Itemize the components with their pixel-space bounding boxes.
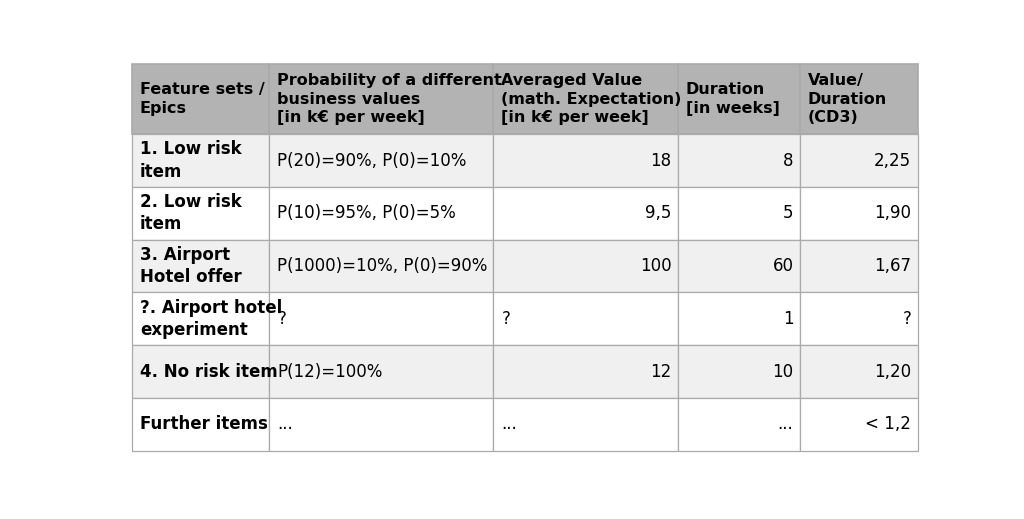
Bar — [132, 293, 269, 345]
Text: ...: ... — [502, 415, 517, 433]
Text: 4. No risk item: 4. No risk item — [140, 363, 278, 380]
Bar — [494, 64, 678, 134]
Text: 1: 1 — [782, 310, 794, 328]
Bar — [678, 187, 800, 240]
Bar — [800, 240, 918, 293]
Text: ...: ... — [278, 415, 293, 433]
Bar — [678, 345, 800, 398]
Text: 5: 5 — [783, 204, 794, 222]
Bar — [269, 293, 494, 345]
Text: 12: 12 — [650, 363, 672, 380]
Text: P(20)=90%, P(0)=10%: P(20)=90%, P(0)=10% — [278, 152, 467, 170]
Bar — [269, 64, 494, 134]
Bar — [494, 345, 678, 398]
Text: P(12)=100%: P(12)=100% — [278, 363, 383, 380]
Bar — [132, 345, 269, 398]
Bar — [800, 134, 918, 187]
Bar — [269, 240, 494, 293]
Bar — [678, 398, 800, 450]
Text: 8: 8 — [783, 152, 794, 170]
Bar — [132, 187, 269, 240]
Text: ?: ? — [278, 310, 287, 328]
Text: Duration
[in weeks]: Duration [in weeks] — [686, 83, 780, 116]
Bar — [494, 398, 678, 450]
Text: P(1000)=10%, P(0)=90%: P(1000)=10%, P(0)=90% — [278, 257, 487, 275]
Text: 1. Low risk
item: 1. Low risk item — [140, 141, 242, 181]
Text: Feature sets /
Epics: Feature sets / Epics — [140, 83, 264, 116]
Text: ?: ? — [502, 310, 510, 328]
Bar — [678, 134, 800, 187]
Text: 18: 18 — [650, 152, 672, 170]
Text: 100: 100 — [640, 257, 672, 275]
Bar — [132, 398, 269, 450]
Bar — [494, 240, 678, 293]
Text: 2,25: 2,25 — [874, 152, 911, 170]
Bar — [269, 187, 494, 240]
Text: 3. Airport
Hotel offer: 3. Airport Hotel offer — [140, 246, 242, 286]
Bar — [800, 345, 918, 398]
Text: 2. Low risk
item: 2. Low risk item — [140, 193, 242, 234]
Bar — [800, 293, 918, 345]
Text: 1,20: 1,20 — [874, 363, 911, 380]
Text: 10: 10 — [772, 363, 794, 380]
Text: Further items: Further items — [140, 415, 268, 433]
Bar — [269, 134, 494, 187]
Text: 9,5: 9,5 — [645, 204, 672, 222]
Text: 1,67: 1,67 — [874, 257, 911, 275]
Text: < 1,2: < 1,2 — [865, 415, 911, 433]
Bar — [494, 293, 678, 345]
Text: 60: 60 — [772, 257, 794, 275]
Bar — [678, 64, 800, 134]
Bar — [494, 187, 678, 240]
Text: ...: ... — [777, 415, 794, 433]
Bar — [800, 187, 918, 240]
Bar — [132, 240, 269, 293]
Bar — [800, 64, 918, 134]
Bar — [132, 134, 269, 187]
Text: ?: ? — [902, 310, 911, 328]
Text: Value/
Duration
(CD3): Value/ Duration (CD3) — [808, 73, 887, 126]
Bar — [678, 293, 800, 345]
Bar — [678, 240, 800, 293]
Text: 1,90: 1,90 — [874, 204, 911, 222]
Text: ?. Airport hotel
experiment: ?. Airport hotel experiment — [140, 299, 283, 339]
Text: Averaged Value
(math. Expectation)
[in k€ per week]: Averaged Value (math. Expectation) [in k… — [502, 73, 682, 126]
Bar — [800, 398, 918, 450]
Bar — [269, 398, 494, 450]
Text: P(10)=95%, P(0)=5%: P(10)=95%, P(0)=5% — [278, 204, 456, 222]
Bar — [494, 134, 678, 187]
Text: Probability of a different
business values
[in k€ per week]: Probability of a different business valu… — [278, 73, 502, 126]
Bar — [132, 64, 269, 134]
Bar — [269, 345, 494, 398]
